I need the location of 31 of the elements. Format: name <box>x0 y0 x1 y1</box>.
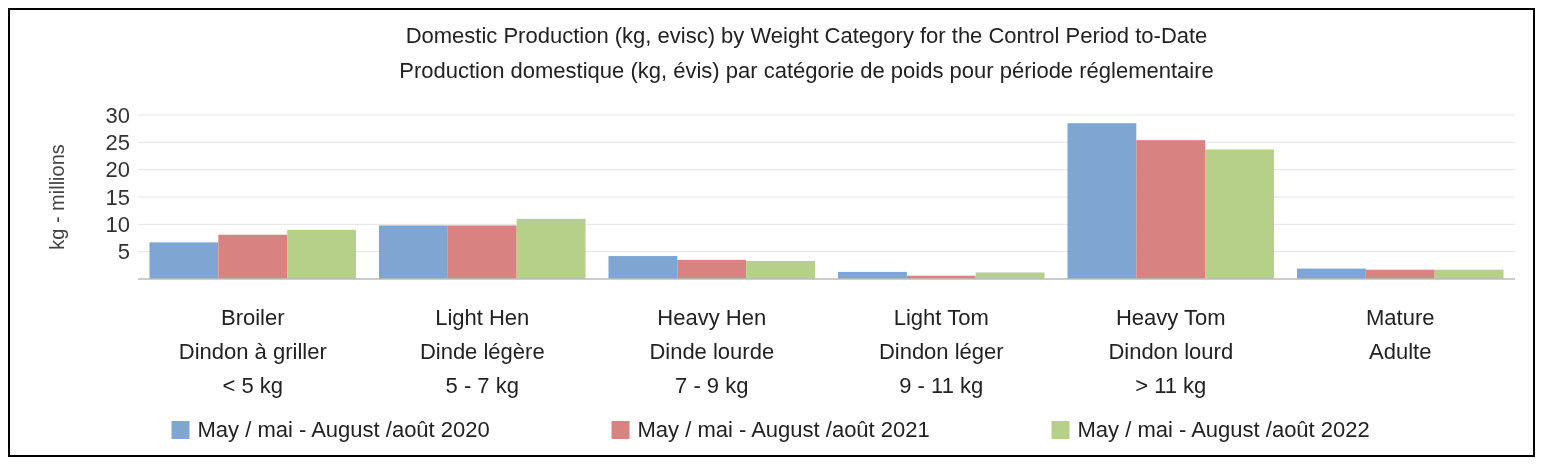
bar <box>1136 140 1206 279</box>
chart-title: Domestic Production (kg, evisc) by Weight Category for the Control Period to-Date <box>405 23 1208 48</box>
bar <box>677 259 747 279</box>
y-tick-label: 20 <box>105 157 130 183</box>
bar <box>447 225 517 279</box>
bar <box>218 234 288 279</box>
bar <box>149 242 219 279</box>
bar <box>516 218 586 279</box>
y-axis-title: kg - millions <box>46 144 68 250</box>
y-tick-label: 25 <box>105 130 130 156</box>
y-tick-label: 10 <box>105 212 130 238</box>
legend-label: May / mai - August /août 2022 <box>1077 417 1370 442</box>
y-tick-label: 30 <box>105 102 130 128</box>
x-tick-label: Light Tom Dindon léger 9 - 11 kg <box>878 305 1004 398</box>
bar <box>1205 149 1275 279</box>
x-tick-label: Broiler Dindon à griller < 5 kg <box>178 305 327 398</box>
bar <box>1067 123 1137 279</box>
bar <box>287 229 357 279</box>
x-tick-label: Heavy Hen Dinde lourde 7 - 9 kg <box>649 305 775 398</box>
legend-label: May / mai - August /août 2021 <box>637 417 930 442</box>
bar <box>378 225 448 279</box>
chart-subtitle: Production domestique (kg, évis) par catégorie de poids pour période réglementaire <box>399 58 1214 83</box>
bar <box>975 272 1045 279</box>
x-tick-label: Heavy Tom Dindon lourd > 11 kg <box>1108 305 1234 398</box>
x-tick-label: Light Hen Dinde légère 5 - 7 kg <box>419 305 545 398</box>
y-tick-label: 5 <box>117 239 130 265</box>
y-tick-label: 15 <box>105 184 130 210</box>
legend-label: May / mai - August /août 2020 <box>197 417 490 442</box>
bar <box>608 256 678 279</box>
bar <box>746 260 816 279</box>
x-tick-label: Mature Adulte <box>1366 305 1435 364</box>
